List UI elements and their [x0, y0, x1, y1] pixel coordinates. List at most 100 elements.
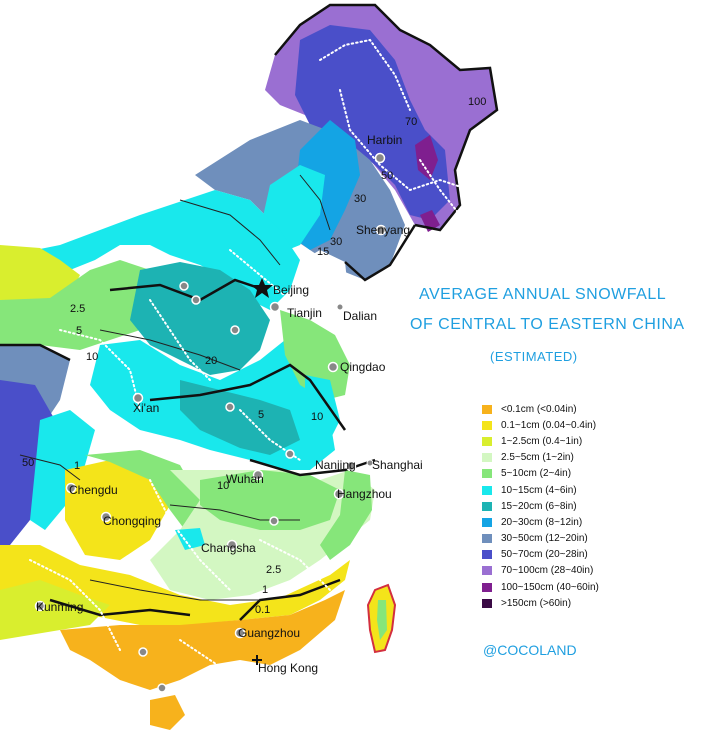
isoline-label: 2.5: [70, 303, 86, 315]
region-northwest-green: [0, 260, 160, 350]
region-west-yellow: [0, 245, 80, 300]
isoline-label: 50: [381, 170, 394, 182]
city-label-nanjing: Nanjing: [315, 458, 356, 472]
legend-label: 15~20cm (6~8in): [501, 500, 577, 512]
city-marker: [191, 295, 201, 305]
region-hainan: [150, 695, 185, 730]
legend-swatch: [482, 517, 492, 527]
legend-item: 0.1~1cm (0.04~0.4in): [482, 417, 682, 433]
region-northeast-dark: [415, 135, 438, 180]
legend-swatch: [482, 404, 492, 414]
legend-item: 2.5~5cm (1~2in): [482, 450, 682, 466]
legend-label: <0.1cm (<0.04in): [501, 403, 577, 415]
legend-label: >150cm (>60in): [501, 597, 572, 609]
city-marker: [138, 647, 148, 657]
isoline-label: 1: [74, 460, 81, 472]
city-marker: [345, 460, 357, 472]
isoline-label: 10: [86, 351, 99, 363]
region-taiwan-center: [377, 600, 387, 640]
legend-swatch: [482, 582, 492, 592]
legend-swatch: [482, 534, 492, 544]
city-marker: [132, 392, 144, 404]
region-west-cyan: [30, 410, 95, 530]
legend-item: 1~2.5cm (0.4~1in): [482, 433, 682, 449]
city-marker: [225, 402, 235, 412]
city-marker: [157, 683, 167, 693]
isoline-label: 10: [217, 480, 230, 492]
legend-item: 100~150cm (40~60in): [482, 579, 682, 595]
legend-swatch: [482, 420, 492, 430]
legend-item: 5~10cm (2~4in): [482, 466, 682, 482]
city-label-hangzhou: Hangzhou: [337, 487, 392, 501]
credit-label: @COCOLAND: [483, 642, 577, 658]
legend-label: 5~10cm (2~4in): [501, 468, 572, 480]
city-marker: [269, 516, 279, 526]
map-regions: [0, 5, 497, 730]
city-label-tianjin: Tianjin: [287, 306, 322, 320]
isoline-label: 50: [22, 457, 35, 469]
city-label-chongqing: Chongqing: [103, 514, 162, 528]
legend-label: 20~30cm (8~12in): [501, 516, 583, 528]
city-marker: [234, 627, 246, 639]
region-northeast-blue: [295, 25, 450, 220]
map-subtitle: OF CENTRAL TO EASTERN CHINA: [410, 316, 685, 333]
city-markers: [34, 152, 387, 693]
city-marker: [252, 469, 264, 481]
city-marker: [179, 281, 189, 291]
major-boundaries: [0, 3, 499, 621]
legend-item: <0.1cm (<0.04in): [482, 401, 682, 417]
province-borders: [29, 38, 471, 681]
city-marker: [226, 539, 238, 551]
legend-swatch: [482, 566, 492, 576]
city-label-guangzhou: Guangzhou: [238, 626, 301, 640]
city-label-changsha: Changsha: [201, 541, 256, 555]
city-label-wuhan: Wuhan: [226, 472, 264, 486]
isoline-label: 5: [76, 325, 83, 337]
city-marker: [375, 224, 387, 236]
city-label-dalian: Dalian: [343, 309, 378, 323]
region-yellow-sea: [330, 280, 410, 440]
city-label-beijing: Beijing: [273, 283, 310, 297]
city-marker: [333, 488, 345, 500]
legend-label: 1~2.5cm (0.4~1in): [501, 435, 583, 447]
isoline-label: 30: [354, 193, 367, 205]
legend-label: 50~70cm (20~28in): [501, 549, 588, 561]
map-estimated-note: (ESTIMATED): [490, 349, 578, 364]
legend-item: 70~100cm (28~40in): [482, 563, 682, 579]
isoline-label: 10: [311, 411, 324, 423]
isoline-label: 2.5: [266, 564, 282, 576]
legend-label: 2.5~5cm (1~2in): [501, 452, 574, 464]
isoline-label: 5: [258, 409, 265, 421]
legend-label: 70~100cm (28~40in): [501, 565, 594, 577]
region-south-green: [200, 470, 340, 530]
isoline-label: 15: [317, 246, 330, 258]
city-marker: [230, 325, 240, 335]
city-label-shanghai: Shanghai: [372, 458, 423, 472]
region-sichuan-yellow: [65, 460, 170, 560]
legend-swatch: [482, 469, 492, 479]
region-changsha-cyan: [175, 528, 205, 550]
city-label-xian: Xi'an: [133, 401, 160, 415]
legend-swatch: [482, 598, 492, 608]
city-marker: [374, 152, 386, 164]
city-label-hong-kong: Hong Kong: [258, 661, 319, 675]
legend: <0.1cm (<0.04in) 0.1~1cm (0.04~0.4in) 1~2.…: [482, 401, 682, 611]
isoline-label: 0.1: [255, 604, 271, 616]
city-marker: [285, 449, 295, 459]
isoline-label: 70: [405, 116, 418, 128]
capital-star-icon: [251, 278, 273, 298]
city-marker: [327, 361, 339, 373]
legend-item: >150cm (>60in): [482, 595, 682, 611]
city-marker: [269, 301, 281, 313]
city-label-qingdao: Qingdao: [340, 360, 386, 374]
legend-label: 30~50cm (12~20in): [501, 533, 588, 545]
isoline-label: 100: [468, 96, 487, 108]
legend-label: 100~150cm (40~60in): [501, 581, 599, 593]
city-marker: [34, 600, 46, 612]
legend-item: 50~70cm (20~28in): [482, 547, 682, 563]
region-northeast-dark2: [420, 210, 440, 232]
city-label-chengdu: Chengdu: [69, 483, 118, 497]
legend-item: 15~20cm (6~8in): [482, 498, 682, 514]
region-shandong-cyan: [305, 375, 340, 440]
